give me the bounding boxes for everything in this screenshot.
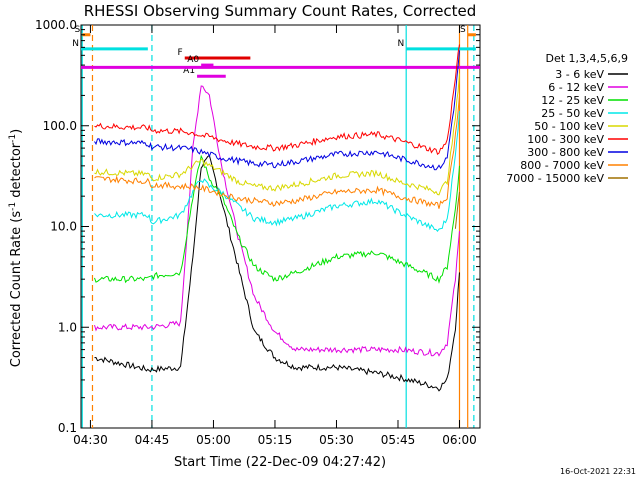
x-tick-label: 05:30 (319, 433, 354, 447)
y-tick-label: 1000.0 (35, 18, 77, 32)
x-tick-label: 04:30 (73, 433, 108, 447)
x-tick-label: 05:45 (381, 433, 416, 447)
legend-entry: 50 - 100 keV (534, 120, 604, 133)
annotation-label: F (178, 48, 183, 58)
legend-entry: 300 - 800 keV (527, 146, 604, 159)
series-line (94, 110, 460, 233)
series-line (94, 44, 460, 156)
x-tick-label: 04:45 (135, 433, 170, 447)
legend-entry: 7000 - 15000 keV (506, 172, 604, 185)
annotation-label: N (72, 39, 79, 49)
y-tick-label: 100.0 (43, 119, 77, 133)
annotation-label: N (397, 39, 404, 49)
legend-title: Det 1,3,4,5,6,9 (545, 52, 628, 65)
x-tick-label: 05:00 (196, 433, 231, 447)
x-axis: 04:30 04:45 05:00 05:15 05:30 05:45 06:00 (73, 25, 477, 447)
legend-entry: 12 - 25 keV (541, 94, 604, 107)
legend-entry: 25 - 50 keV (541, 107, 604, 120)
annotation-label: S (460, 25, 466, 35)
annotation-label: A1 (183, 66, 195, 76)
series-line (94, 154, 460, 284)
x-axis-label: Start Time (22-Dec-09 04:27:42) (174, 455, 386, 470)
series-line (94, 154, 460, 392)
y-axis-label: Corrected Count Rate (s-1 detector-1) (8, 129, 24, 367)
series-line (94, 85, 460, 357)
legend-entry: 3 - 6 keV (555, 68, 604, 81)
x-tick-label: 05:15 (258, 433, 293, 447)
annotation-label: S (75, 25, 81, 35)
y-tick-label: 1.0 (58, 320, 77, 334)
y-tick-label: 0.1 (58, 421, 77, 435)
timestamp: 16-Oct-2021 22:31 (560, 467, 636, 476)
y-tick-label: 10.0 (50, 220, 77, 234)
chart-title: RHESSI Observing Summary Count Rates, Co… (84, 2, 477, 20)
legend-entry: 6 - 12 keV (548, 81, 604, 94)
legend-entry: 100 - 300 keV (527, 133, 604, 146)
series-line (94, 73, 460, 196)
legend-entry: 800 - 7000 keV (520, 159, 604, 172)
series-line (94, 50, 460, 171)
plot-frame (80, 24, 481, 429)
y-axis: 0.1 1.0 10.0 100.0 1000.0 (35, 18, 480, 435)
x-tick-label: 06:00 (442, 433, 477, 447)
annotation-label: A0 (187, 55, 199, 65)
series-line (94, 95, 460, 209)
series-line (454, 191, 460, 229)
